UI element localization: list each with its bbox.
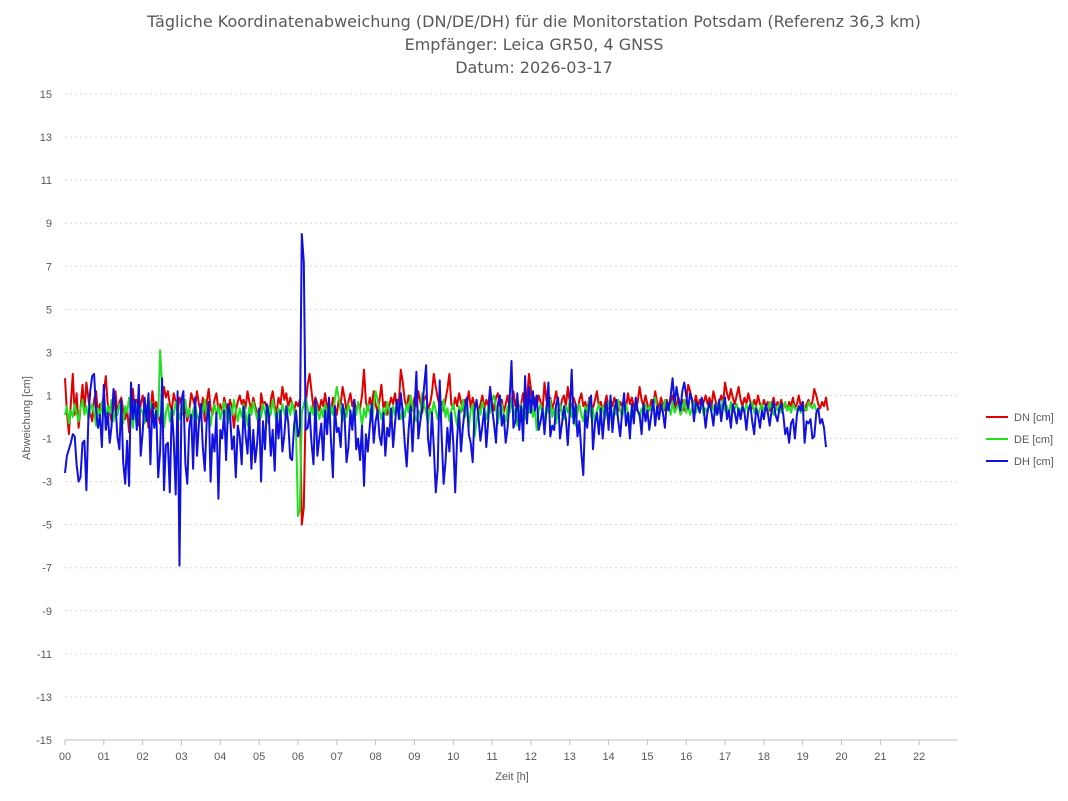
x-tick-label: 21	[874, 751, 886, 763]
y-tick-label: -15	[36, 735, 52, 747]
x-tick-label: 16	[680, 751, 692, 763]
x-axis-title: Zeit [h]	[495, 771, 529, 783]
legend-item: DN [cm]	[986, 412, 1054, 424]
x-tick-label: 22	[913, 751, 925, 763]
y-tick-label: -5	[42, 520, 52, 532]
x-tick-label: 03	[175, 751, 187, 763]
y-tick-label: -11	[37, 649, 52, 661]
legend-label: DN [cm]	[1014, 412, 1054, 424]
x-tick-label: 13	[564, 751, 576, 763]
x-tick-label: 09	[408, 751, 420, 763]
x-tick-label: 04	[214, 751, 226, 763]
chart-title-line-1: Tägliche Koordinatenabweichung (DN/DE/DH…	[147, 12, 921, 31]
y-axis: 15 13 11 9 7 5 3 1 -1 -3 -5 -7 -9 -11 -13 -15	[36, 89, 52, 747]
y-axis-title: Abweichung [cm]	[21, 376, 33, 460]
y-tick-label: 7	[46, 261, 52, 273]
x-tick-label: 05	[253, 751, 265, 763]
x-tick-label: 11	[486, 751, 497, 763]
y-tick-label: -9	[42, 606, 52, 618]
chart-title-line-3: Datum: 2026-03-17	[455, 58, 613, 77]
legend-item: DE [cm]	[986, 434, 1053, 446]
y-tick-label: 9	[46, 218, 52, 230]
x-tick-label: 10	[447, 751, 459, 763]
x-axis: 00 01 02 03 04 05 06 07 08 09 10 11 12 13 14 15 16 17 18 19…	[59, 739, 958, 763]
y-tick-label: -3	[42, 477, 52, 489]
x-tick-label: 14	[602, 751, 614, 763]
data-lines	[64, 233, 829, 567]
y-tick-label: 1	[46, 390, 52, 402]
y-tick-label: -13	[36, 692, 52, 704]
x-tick-label: 19	[797, 751, 809, 763]
x-tick-label: 01	[98, 751, 110, 763]
x-tick-label: 06	[292, 751, 304, 763]
x-tick-label: 15	[641, 751, 653, 763]
x-tick-label: 07	[331, 751, 343, 763]
legend-item: DH [cm]	[986, 456, 1054, 468]
legend-label: DH [cm]	[1014, 456, 1054, 468]
legend: DN [cm] DE [cm] DH [cm]	[986, 412, 1054, 468]
y-tick-label: -7	[42, 563, 52, 575]
y-tick-label: 11	[41, 175, 52, 187]
x-tick-label: 08	[369, 751, 381, 763]
y-tick-label: 13	[40, 132, 52, 144]
x-tick-label: 12	[525, 751, 537, 763]
x-tick-label: 02	[137, 751, 149, 763]
chart-title-line-2: Empfänger: Leica GR50, 4 GNSS	[404, 35, 664, 54]
y-tick-label: 15	[40, 89, 52, 101]
x-tick-label: 20	[835, 751, 847, 763]
y-tick-label: -1	[42, 434, 52, 446]
x-tick-label: 00	[59, 751, 71, 763]
series-line-dh	[64, 233, 827, 567]
legend-label: DE [cm]	[1014, 434, 1053, 446]
x-tick-label: 18	[758, 751, 770, 763]
y-tick-label: 3	[46, 347, 52, 359]
y-tick-label: 5	[46, 304, 52, 316]
x-tick-label: 17	[719, 751, 731, 763]
